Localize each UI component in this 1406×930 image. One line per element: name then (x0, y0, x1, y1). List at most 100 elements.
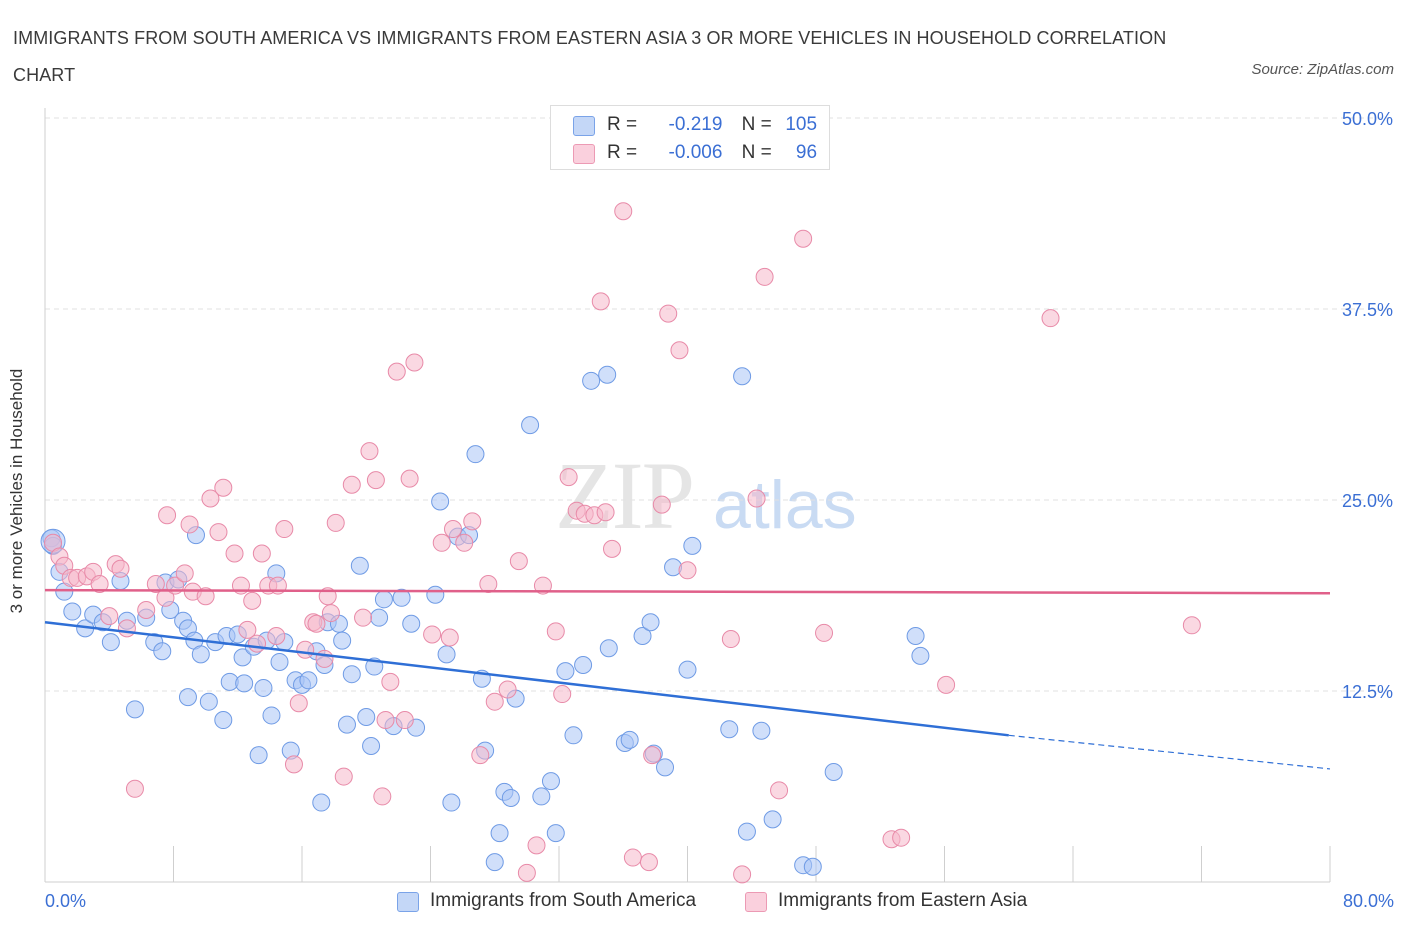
data-point (312, 793, 331, 812)
data-point (770, 781, 789, 800)
data-point (233, 648, 252, 667)
legend-r-value: -0.006 (668, 142, 723, 163)
data-point (442, 793, 461, 812)
data-point (620, 730, 639, 749)
data-point (633, 626, 652, 645)
data-point (553, 685, 572, 704)
data-point (733, 865, 752, 884)
data-point (678, 561, 697, 580)
data-point (614, 202, 633, 221)
data-point (803, 857, 822, 876)
data-point (556, 662, 575, 681)
data-point (678, 660, 697, 679)
data-point (243, 591, 262, 610)
data-point (366, 471, 385, 490)
data-point (238, 620, 257, 639)
data-point (466, 445, 485, 464)
data-point (370, 608, 389, 627)
data-point (596, 503, 615, 522)
data-point (1182, 616, 1201, 635)
data-point (763, 810, 782, 829)
y-tick-labels: 12.5% 25.0% 37.5% 50.0% (1342, 109, 1393, 702)
data-point (376, 711, 395, 730)
watermark-zip: ZIP (555, 442, 693, 549)
data-point (582, 371, 601, 390)
data-point (1041, 309, 1060, 328)
data-point (906, 626, 925, 645)
legend-r-value: -0.219 (668, 114, 723, 135)
legend-n-value: 96 (795, 142, 818, 163)
data-point (374, 590, 393, 609)
data-point (307, 614, 326, 633)
data-point (153, 642, 172, 661)
data-point (659, 304, 678, 323)
axes (44, 108, 1331, 883)
x-axis-min-label: 0.0% (45, 891, 87, 911)
data-point (252, 544, 271, 563)
data-point (362, 737, 381, 756)
data-point (521, 416, 540, 435)
data-point (815, 623, 834, 642)
data-point (574, 656, 593, 675)
data-point (175, 564, 194, 583)
data-point (443, 520, 462, 539)
legend-r-label: R = (607, 114, 638, 135)
data-point (254, 678, 273, 697)
data-point (296, 640, 315, 659)
series-south-america-points (40, 365, 930, 876)
data-point (937, 675, 956, 694)
data-point (623, 848, 642, 867)
data-point (63, 602, 82, 621)
data-point (201, 489, 220, 508)
data-point (599, 639, 618, 658)
data-point (400, 469, 419, 488)
legend-swatch-blue (573, 116, 595, 136)
chart-title: IMMIGRANTS FROM SOUTH AMERICA VS IMMIGRA… (13, 28, 1167, 85)
data-point (911, 646, 930, 665)
data-point (527, 836, 546, 855)
data-point (180, 515, 199, 534)
data-point (178, 688, 197, 707)
data-point (641, 613, 660, 632)
data-point (471, 746, 490, 765)
data-point (196, 587, 215, 606)
data-point (209, 523, 228, 542)
data-point (321, 604, 340, 623)
data-point (381, 672, 400, 691)
x-axis-max-label: 80.0% (1342, 891, 1394, 911)
data-point (721, 630, 740, 649)
source-label: Source: ZipAtlas.com (1251, 61, 1394, 78)
data-point (387, 362, 406, 381)
watermark: ZIP atlas (555, 442, 857, 549)
data-point (100, 607, 119, 626)
data-point (333, 631, 352, 650)
data-point (373, 787, 392, 806)
trend-line-south-america (44, 620, 1009, 737)
trend-line-eastern-asia (44, 588, 1331, 595)
data-point (235, 674, 254, 693)
data-point (737, 822, 756, 841)
data-point (125, 779, 144, 798)
data-point (752, 721, 771, 740)
data-point (509, 552, 528, 571)
data-point (532, 787, 551, 806)
data-point (546, 622, 565, 641)
data-point (267, 626, 286, 645)
data-point (158, 506, 177, 525)
data-point (455, 533, 474, 552)
data-point (395, 711, 414, 730)
correlation-legend: R = -0.219 N = 105 R = -0.006 N = 96 (550, 105, 830, 170)
data-point (564, 726, 583, 745)
data-point (248, 634, 267, 653)
data-point (432, 533, 451, 552)
data-point (402, 614, 421, 633)
data-point (392, 588, 411, 607)
data-point (334, 767, 353, 786)
grid-lines (45, 117, 1390, 692)
legend-n-label: N = (741, 142, 772, 163)
data-point (652, 495, 671, 514)
legend-n-value: 105 (785, 114, 818, 135)
data-point (214, 478, 233, 497)
data-point (490, 824, 509, 843)
data-point (125, 700, 144, 719)
